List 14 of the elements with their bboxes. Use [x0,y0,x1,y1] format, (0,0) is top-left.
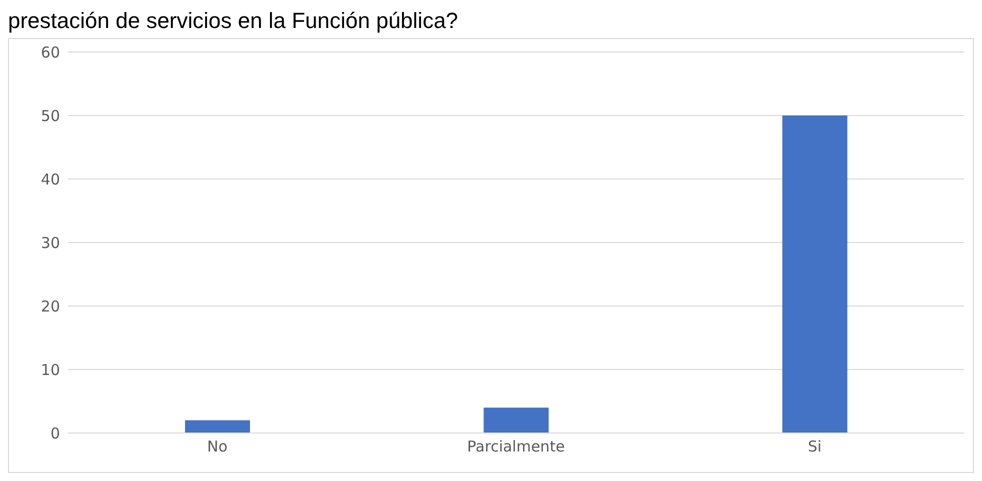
x-tick-label: No [207,438,228,456]
bar [782,116,848,433]
bar [185,420,250,433]
bar [484,408,549,433]
y-tick-label: 60 [40,43,60,62]
chart-title: prestación de servicios en la Función pública? [8,8,460,34]
y-tick-label: 40 [40,170,60,188]
y-tick-label: 30 [40,234,60,252]
y-tick-label: 0 [50,424,60,442]
x-tick-label: Parcialmente [467,438,565,456]
y-tick-label: 50 [40,106,60,125]
x-tick-label: Si [808,438,822,456]
y-tick-label: 20 [40,297,60,316]
y-tick-label: 10 [40,360,60,379]
